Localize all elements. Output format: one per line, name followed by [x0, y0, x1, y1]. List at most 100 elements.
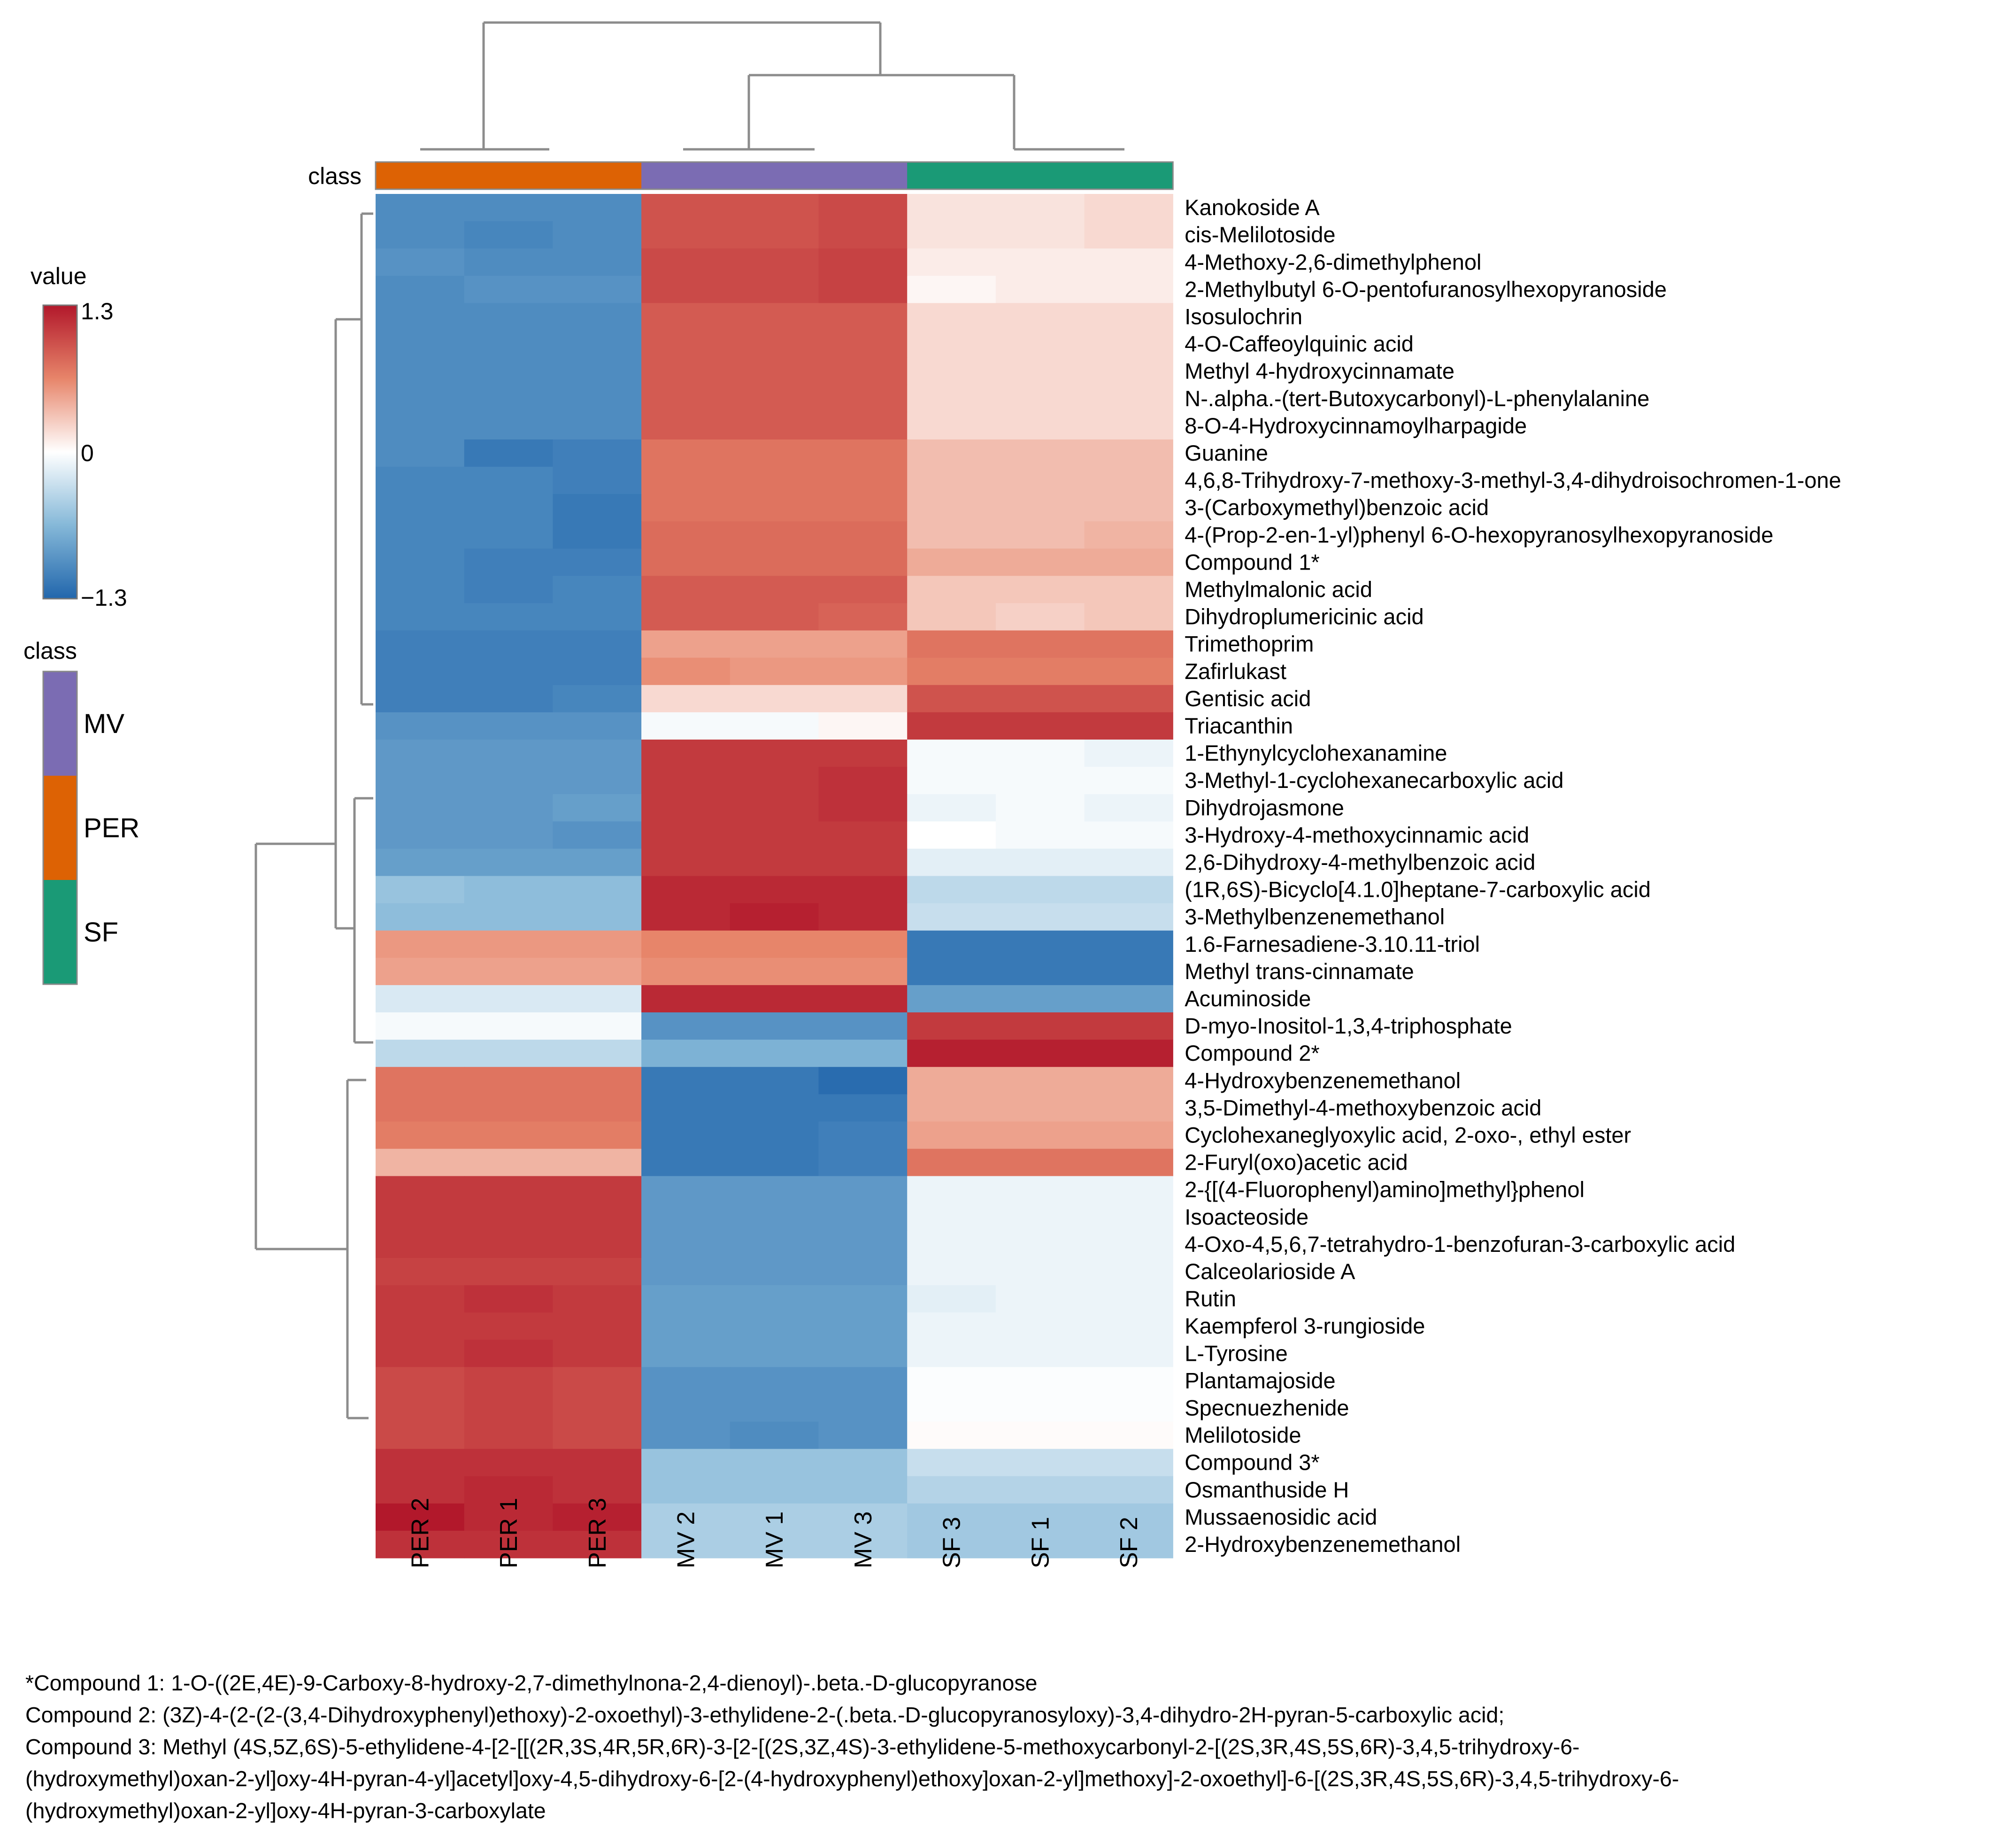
heatmap-cell — [1084, 1530, 1173, 1558]
heatmap-cell — [907, 1503, 996, 1531]
heatmap-cell — [730, 1421, 819, 1450]
heatmap-cell — [818, 1340, 908, 1367]
heatmap-cell — [376, 548, 465, 576]
heatmap-cell — [907, 1421, 996, 1450]
heatmap-cell — [376, 276, 465, 303]
heatmap-cell — [553, 548, 642, 576]
heatmap-cell — [1084, 849, 1173, 877]
heatmap-cell — [818, 521, 908, 549]
heatmap-cell — [730, 1285, 819, 1313]
heatmap-cell — [907, 685, 996, 713]
heatmap-cell — [553, 357, 642, 386]
heatmap-cell — [641, 330, 731, 358]
class-bar-segment — [464, 162, 553, 189]
heatmap-cell — [907, 1530, 996, 1558]
heatmap-cell — [553, 1530, 642, 1558]
heatmap-cell — [1084, 1176, 1173, 1204]
heatmap-cell — [553, 657, 642, 686]
heatmap-cell — [376, 357, 465, 386]
heatmap-cell — [376, 876, 465, 904]
heatmap-cell — [553, 194, 642, 222]
heatmap-cell — [730, 548, 819, 576]
heatmap-cell — [464, 303, 553, 331]
heatmap-cell — [553, 1503, 642, 1531]
row-label: 4,6,8-Trihydroxy-7-methoxy-3-methyl-3,4-… — [1185, 468, 1841, 493]
heatmap-cell — [730, 1067, 819, 1095]
heatmap-cell — [907, 1149, 996, 1177]
heatmap-cell — [641, 521, 731, 549]
heatmap-cell — [553, 740, 642, 767]
row-label: Compound 1* — [1185, 549, 1319, 574]
heatmap-cell — [553, 712, 642, 740]
heatmap-cell — [995, 1530, 1085, 1558]
heatmap-cell — [1084, 1067, 1173, 1095]
heatmap-cell — [376, 1012, 465, 1040]
heatmap-cell — [818, 248, 908, 276]
heatmap-cell — [730, 685, 819, 713]
heatmap-cell — [641, 385, 731, 413]
heatmap-cell — [641, 1067, 731, 1095]
class-legend-swatch — [43, 776, 77, 880]
class-legend-swatch — [43, 671, 77, 776]
heatmap-cell — [1084, 794, 1173, 822]
heatmap-cell — [641, 576, 731, 604]
heatmap-cell — [730, 821, 819, 849]
heatmap-cell — [376, 1257, 465, 1286]
row-label: 4-(Prop-2-en-1-yl)phenyl 6-O-hexopyranos… — [1185, 522, 1773, 547]
heatmap-cell — [376, 521, 465, 549]
row-label: 2-Furyl(oxo)acetic acid — [1185, 1150, 1408, 1175]
heatmap-cell — [464, 1530, 553, 1558]
heatmap-cell — [995, 1040, 1085, 1067]
row-label: Rutin — [1185, 1286, 1236, 1311]
heatmap-cell — [464, 821, 553, 849]
row-label: Zafirlukast — [1185, 659, 1286, 684]
heatmap-cell — [907, 385, 996, 413]
heatmap-cell — [907, 221, 996, 249]
heatmap-cell — [907, 1367, 996, 1395]
heatmap-cell — [376, 412, 465, 440]
heatmap-cell — [641, 903, 731, 931]
heatmap-cell — [376, 957, 465, 986]
heatmap-cell — [641, 1149, 731, 1177]
heatmap-cell — [818, 685, 908, 713]
heatmap-cell — [907, 467, 996, 494]
heatmap-cell — [1084, 657, 1173, 686]
heatmap-cell — [464, 1340, 553, 1367]
heatmap-cell — [995, 876, 1085, 904]
heatmap-cell — [730, 576, 819, 604]
heatmap-cell — [464, 439, 553, 467]
heatmap-cell — [995, 221, 1085, 249]
heatmap-cell — [641, 412, 731, 440]
heatmap-cell — [376, 1040, 465, 1067]
heatmap-cell — [907, 194, 996, 222]
heatmap-cell — [730, 494, 819, 522]
heatmap-cell — [818, 1149, 908, 1177]
heatmap-cell — [553, 1067, 642, 1095]
heatmap-cell — [995, 330, 1085, 358]
heatmap-cell — [730, 276, 819, 303]
row-label: 1-Ethynylcyclohexanamine — [1185, 741, 1447, 765]
heatmap-cell — [1084, 330, 1173, 358]
heatmap-cell — [730, 521, 819, 549]
row-label: N-.alpha.-(tert-Butoxycarbonyl)-L-phenyl… — [1185, 386, 1649, 411]
heatmap-cell — [818, 576, 908, 604]
column-label: SF 1 — [1027, 1517, 1054, 1568]
heatmap-cell — [641, 1530, 731, 1558]
heatmap-cell — [641, 1476, 731, 1504]
heatmap-cell — [907, 303, 996, 331]
heatmap-cell — [818, 1121, 908, 1149]
heatmap-cell — [1084, 1257, 1173, 1286]
heatmap-cell — [376, 1394, 465, 1422]
heatmap-cell — [818, 1203, 908, 1231]
heatmap-cell — [553, 685, 642, 713]
heatmap-cell — [995, 412, 1085, 440]
heatmap-cell — [907, 1203, 996, 1231]
column-label: PER 2 — [407, 1498, 434, 1568]
heatmap-cell — [1084, 576, 1173, 604]
heatmap-cell — [995, 767, 1085, 795]
heatmap-cell — [553, 957, 642, 986]
heatmap-cell — [553, 248, 642, 276]
row-label: 4-Oxo-4,5,6,7-tetrahydro-1-benzofuran-3-… — [1185, 1232, 1735, 1257]
heatmap-cell — [818, 821, 908, 849]
